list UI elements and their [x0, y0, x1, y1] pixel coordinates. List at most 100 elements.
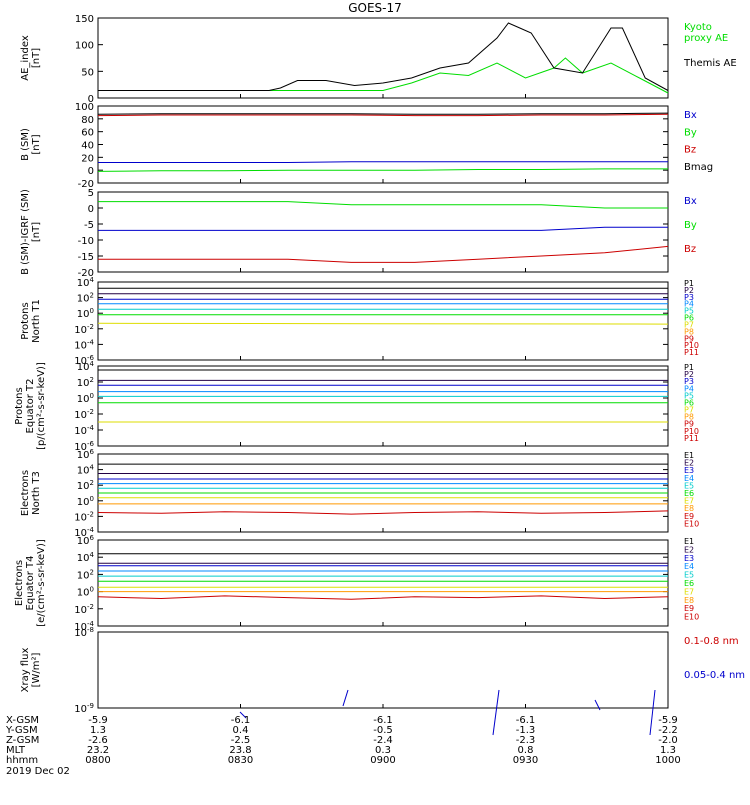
row-label: Z-GSM — [6, 735, 39, 746]
legend-entry: P6 — [684, 314, 694, 323]
legend-entry: E9 — [684, 604, 694, 613]
y-tick-label: 150 — [75, 14, 94, 25]
axis-label: AE_index — [20, 35, 31, 81]
legend-entry: P1 — [684, 363, 694, 372]
legend-entry: E8 — [684, 504, 694, 513]
axis-label: [e/(cm²-s-sr-keV)] — [36, 539, 47, 627]
legend-entry: E3 — [684, 554, 694, 563]
legend-entry: P6 — [684, 398, 694, 407]
legend-entry: E1 — [684, 451, 694, 460]
panel-frame — [97, 539, 669, 627]
axis-label: [nT] — [31, 222, 42, 242]
row-value: 0830 — [228, 755, 253, 766]
y-tick-label: 100 — [77, 392, 94, 405]
row-value: 0.4 — [233, 725, 249, 736]
row-value: 23.8 — [229, 745, 251, 756]
y-tick-label: 100 — [77, 495, 94, 508]
y-tick-label: 10-2 — [74, 408, 94, 421]
series-line — [98, 245, 669, 263]
xray-mark — [594, 699, 601, 711]
panel-frame — [97, 191, 669, 273]
series-line — [98, 201, 668, 209]
y-tick-label: 80 — [81, 115, 94, 126]
row-value: 0.8 — [518, 745, 534, 756]
legend-entry: E7 — [684, 587, 694, 596]
y-tick-label: -20 — [78, 268, 94, 279]
row-value: -0.5 — [373, 725, 393, 736]
row-value: -2.0 — [658, 735, 678, 746]
y-tick-label: 10-9 — [74, 702, 94, 715]
y-tick-label: 10-4 — [74, 338, 94, 351]
panel-frame — [97, 631, 669, 709]
y-tick-label: 102 — [77, 292, 94, 305]
series-line — [97, 595, 669, 600]
legend-entry: P2 — [684, 286, 694, 295]
row-value: 0.3 — [375, 745, 391, 756]
series-line — [98, 22, 669, 91]
row-value: -5.9 — [88, 715, 108, 726]
axis-label: [p/(cm²-s-sr-keV)] — [36, 362, 47, 450]
row-value: 1.3 — [90, 725, 106, 736]
legend-entry: P5 — [684, 307, 694, 316]
y-tick-label: 10-2 — [74, 603, 94, 616]
y-tick-label: 100 — [75, 102, 94, 113]
row-label: Y-GSM — [5, 725, 38, 736]
row-value: -2.6 — [88, 735, 108, 746]
legend-entry: E9 — [684, 512, 694, 521]
y-tick-label: -10 — [78, 236, 94, 247]
axis-label: Electrons — [20, 470, 31, 516]
y-tick-label: 0 — [88, 204, 94, 215]
panel-frame — [97, 105, 669, 184]
legend-entry: By — [684, 127, 697, 138]
xray-mark — [492, 689, 500, 736]
row-value: 0900 — [370, 755, 395, 766]
y-tick-label: 60 — [81, 128, 94, 139]
axis-label: B (SM)-IGRF (SM) — [20, 189, 31, 275]
legend-entry: By — [684, 220, 697, 231]
legend-entry: E4 — [684, 474, 694, 483]
y-tick-label: 0 — [88, 94, 94, 105]
y-tick-label: 104 — [77, 360, 95, 373]
legend-entry: P2 — [684, 370, 694, 379]
axis-label: Xray flux — [20, 648, 31, 693]
legend-entry: E5 — [684, 481, 694, 490]
series-line — [98, 226, 668, 231]
axis-label: Protons — [20, 302, 31, 339]
y-tick-label: 102 — [77, 376, 94, 389]
legend-entry: P7 — [684, 406, 694, 415]
legend-entry: E3 — [684, 466, 694, 475]
y-tick-label: 106 — [77, 448, 95, 461]
row-value: -2.5 — [231, 735, 251, 746]
plot-title: GOES-17 — [348, 1, 402, 15]
row-value: -1.3 — [516, 725, 536, 736]
row-value: -6.1 — [373, 715, 393, 726]
legend-entry: P3 — [684, 293, 694, 302]
legend-entry: E7 — [684, 497, 694, 506]
legend-entry: E8 — [684, 596, 694, 605]
axis-label: [nT] — [31, 134, 42, 154]
row-value: 23.2 — [87, 745, 109, 756]
series-line — [97, 510, 669, 515]
legend-entry: Bmag — [684, 162, 713, 173]
legend-entry: Kyoto — [684, 22, 712, 33]
row-label: hhmm — [6, 755, 38, 766]
axis-label: North T1 — [31, 299, 42, 343]
axis-label: Protons — [14, 387, 25, 424]
legend-entry: Themis AE — [683, 58, 737, 69]
series-line — [97, 112, 669, 115]
row-value: 1.3 — [660, 745, 676, 756]
y-tick-label: 104 — [77, 551, 95, 564]
row-value: 0800 — [85, 755, 110, 766]
legend-entry: Bx — [684, 110, 697, 121]
legend-entry: P3 — [684, 377, 694, 386]
series-line — [97, 322, 669, 325]
axis-label: Electrons — [14, 560, 25, 606]
legend-entry: E2 — [684, 545, 694, 554]
xray-mark — [342, 689, 349, 707]
y-tick-label: 50 — [81, 67, 94, 78]
y-tick-label: 102 — [77, 479, 94, 492]
row-value: 0930 — [513, 755, 538, 766]
row-value: -2.4 — [373, 735, 393, 746]
